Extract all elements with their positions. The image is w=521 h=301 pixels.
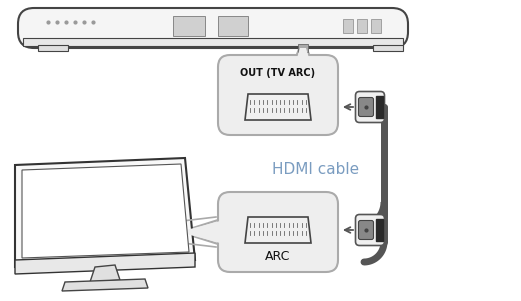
Polygon shape [22,164,189,258]
Polygon shape [179,221,220,243]
Bar [218,16,248,36]
Polygon shape [245,217,311,243]
Polygon shape [90,265,120,282]
FancyBboxPatch shape [355,215,384,246]
Bar [23,38,403,46]
Bar [357,19,367,33]
Polygon shape [180,220,218,244]
Polygon shape [62,279,148,291]
Polygon shape [296,49,310,57]
Bar [376,96,383,118]
Bar [298,44,308,52]
FancyBboxPatch shape [218,192,338,272]
FancyBboxPatch shape [358,98,374,116]
FancyBboxPatch shape [358,221,374,240]
Text: OUT (TV ARC): OUT (TV ARC) [240,68,316,78]
Polygon shape [297,48,309,58]
Polygon shape [15,253,195,274]
Polygon shape [15,158,195,267]
Bar [343,19,353,33]
FancyBboxPatch shape [18,8,408,48]
FancyBboxPatch shape [355,92,384,123]
Bar [373,45,403,51]
Bar [371,19,381,33]
Bar [376,219,383,241]
Polygon shape [245,94,311,120]
Text: HDMI cable: HDMI cable [272,163,359,178]
Text: ARC: ARC [265,250,291,263]
Bar [38,45,68,51]
FancyBboxPatch shape [218,55,338,135]
Bar [173,16,205,36]
